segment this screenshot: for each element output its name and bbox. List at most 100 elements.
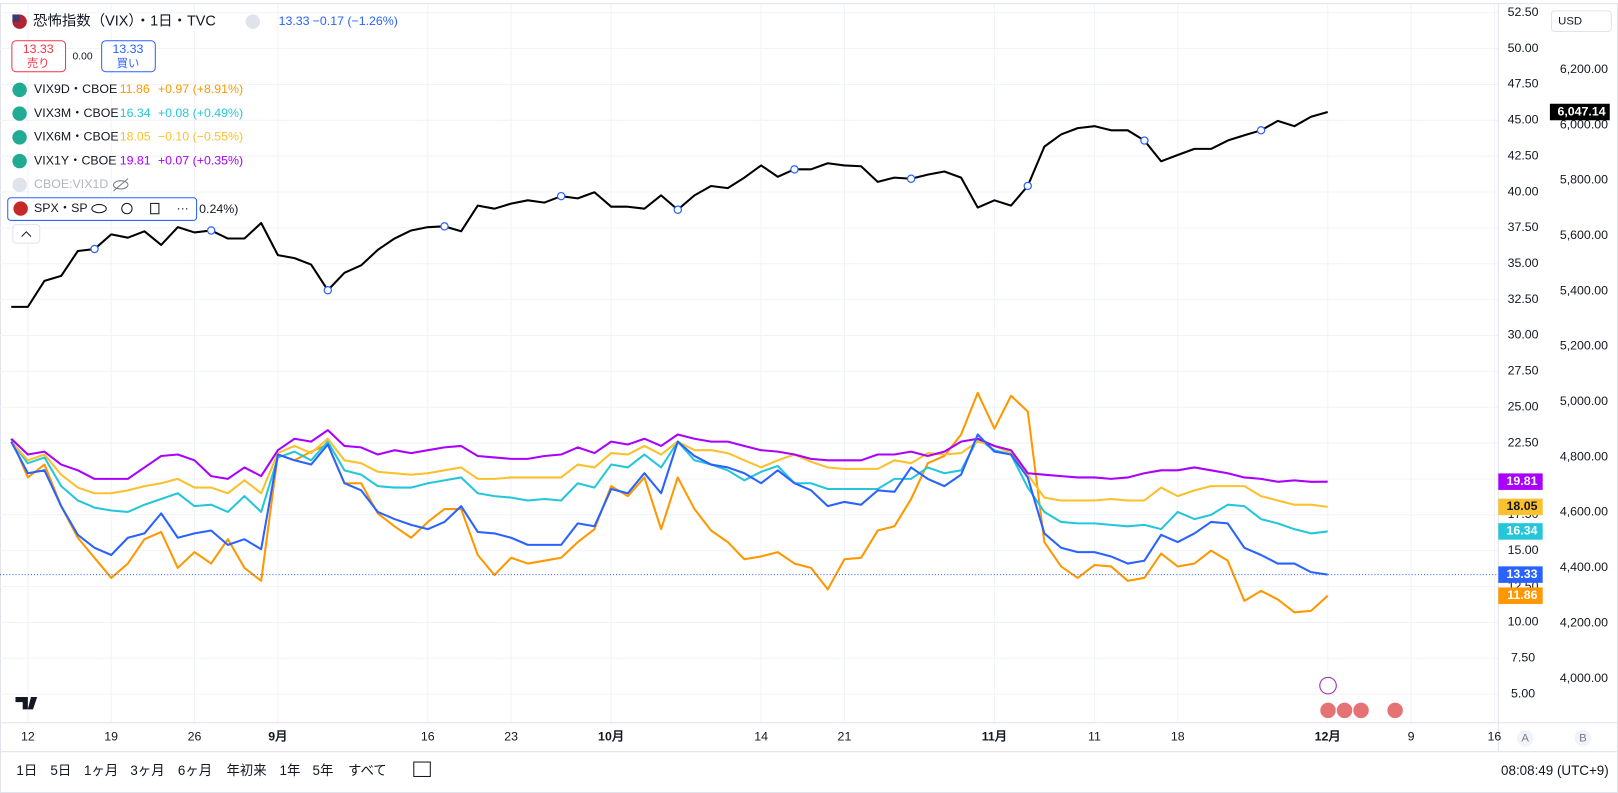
legend-value: 11.86 xyxy=(120,82,150,96)
y-tick-label: 22.50 xyxy=(1508,435,1539,449)
series-marker xyxy=(90,244,99,254)
y-tick-label: 40.00 xyxy=(1508,184,1539,198)
y2-tick-label: 6,000.00 xyxy=(1560,117,1608,131)
currency[interactable]: USD xyxy=(1558,16,1582,28)
scale-button[interactable] xyxy=(1516,730,1534,747)
legend-icon xyxy=(12,153,27,169)
timeframe-button[interactable]: 1ヶ月 xyxy=(84,763,118,778)
x-tick-label: 11月 xyxy=(982,730,1007,744)
scale-button[interactable] xyxy=(1574,730,1592,747)
price-badge-label: 11.86 xyxy=(1507,588,1537,602)
price-change: −0.17 (−1.26%) xyxy=(313,14,398,28)
buy-price[interactable]: 13.33 xyxy=(112,42,143,56)
timeframe-button[interactable]: 1年 xyxy=(280,763,301,778)
series-marker xyxy=(1256,126,1266,135)
logo xyxy=(15,696,38,710)
more-button[interactable]: ··· xyxy=(176,201,188,215)
timeframe-button[interactable]: 5年 xyxy=(313,763,334,778)
legend-icon xyxy=(12,177,27,193)
price-badge-label: 19.81 xyxy=(1507,474,1538,488)
timeframe-button[interactable]: 3ヶ月 xyxy=(130,763,164,778)
y-tick-label: 25.00 xyxy=(1508,399,1539,413)
y2-tick-label: 5,200.00 xyxy=(1560,339,1608,353)
axes: 5.007.5010.0012.5015.0017.5020.0022.5025… xyxy=(21,5,1610,744)
date-range-button[interactable] xyxy=(413,761,431,777)
buy-button[interactable] xyxy=(101,40,156,73)
x-tick-label: 9月 xyxy=(268,730,287,744)
series-marker xyxy=(1023,181,1032,191)
spread: 0.00 xyxy=(73,52,93,63)
y-tick-label: 35.00 xyxy=(1508,256,1539,270)
series-marker xyxy=(206,226,216,235)
y-tick-label: 45.00 xyxy=(1508,113,1539,127)
sell-price[interactable]: 13.33 xyxy=(23,42,54,56)
hidden-icon[interactable] xyxy=(113,178,129,192)
event-icon[interactable] xyxy=(1319,676,1337,695)
grid xyxy=(0,4,1499,723)
legend-change: +0.08 (+0.49%) xyxy=(158,106,243,120)
settings-button[interactable] xyxy=(121,202,133,215)
visibility-button[interactable] xyxy=(91,203,107,214)
scale-button-label[interactable]: A xyxy=(1521,732,1529,744)
clock: 08:08:49 (UTC+9) xyxy=(1501,763,1609,778)
legend-icon xyxy=(13,201,28,216)
price-badge xyxy=(1498,473,1543,490)
event-icon[interactable] xyxy=(1335,701,1354,720)
x-tick-label: 16 xyxy=(421,730,435,744)
last-price: 13.33 xyxy=(279,14,310,28)
timeframe-button[interactable]: 1日 xyxy=(16,763,37,778)
flag-icon xyxy=(12,14,20,22)
legend-icon xyxy=(12,82,27,98)
price-badge xyxy=(1498,523,1543,540)
x-tick-label: 23 xyxy=(504,730,518,744)
legend-change: 0.24%) xyxy=(199,202,238,216)
series-marker xyxy=(790,165,799,174)
price-badge xyxy=(1498,587,1543,604)
series-marker xyxy=(323,286,333,295)
legend-value: 19.81 xyxy=(120,153,151,167)
hidden-icon[interactable] xyxy=(112,180,129,190)
y2-tick-label: 4,800.00 xyxy=(1560,449,1608,463)
y-tick-label: 32.50 xyxy=(1508,292,1539,306)
y-tick-label: 15.00 xyxy=(1508,543,1539,557)
x-tick-label: 16 xyxy=(1487,730,1501,744)
timeframe-button[interactable]: 6ヶ月 xyxy=(178,763,212,778)
collapse-button[interactable] xyxy=(12,224,41,244)
sell-label[interactable]: 売り xyxy=(27,57,50,70)
symbol-title: 恐怖指数（VIX）・1日・TVC xyxy=(33,12,216,29)
series-marker xyxy=(556,191,566,201)
status-icon xyxy=(245,14,261,29)
event-icon[interactable] xyxy=(1319,701,1337,720)
legend-toolbar[interactable] xyxy=(7,197,198,221)
legend-value: 16.34 xyxy=(120,106,151,120)
timeframe-button[interactable]: すべて xyxy=(348,763,387,778)
y2-tick-label: 4,600.00 xyxy=(1560,505,1608,519)
price-badge xyxy=(1498,566,1543,583)
y2-tick-label: 5,000.00 xyxy=(1560,394,1608,408)
delete-button[interactable] xyxy=(150,202,160,215)
toolbar: 1日 5日 1ヶ月 3ヶ月 6ヶ月 年初来 1年 5年 すべて xyxy=(16,763,386,778)
currency-select[interactable] xyxy=(1550,10,1612,33)
x-tick-label: 14 xyxy=(754,730,768,744)
legend-name: VIX3M・CBOE xyxy=(34,106,119,120)
y-tick-label: 50.00 xyxy=(1508,41,1539,55)
collapse-icon[interactable] xyxy=(21,231,32,237)
y2-tick-label: 4,200.00 xyxy=(1560,615,1608,629)
y-tick-label: 47.50 xyxy=(1508,77,1539,91)
series-line xyxy=(10,437,1328,535)
timeframe-button[interactable]: 5日 xyxy=(50,763,71,778)
y-tick-label: 42.50 xyxy=(1508,148,1539,162)
buy-label[interactable]: 買い xyxy=(117,57,140,70)
y-tick-label: 5.00 xyxy=(1511,686,1535,700)
series-marker xyxy=(673,205,683,214)
timeframe-button[interactable]: 年初来 xyxy=(227,763,267,778)
event-icon[interactable] xyxy=(1386,701,1404,720)
event-icon[interactable] xyxy=(1352,701,1370,720)
legend-value: 18.05 xyxy=(120,130,151,144)
sell-button[interactable] xyxy=(11,40,67,73)
scale-button-label[interactable]: B xyxy=(1579,732,1587,744)
legend-change: +0.97 (+8.91%) xyxy=(158,82,243,96)
price-badge-label: 6,047.14 xyxy=(1557,104,1605,118)
legend-hidden: CBOE:VIX1D xyxy=(34,177,108,191)
header: 恐怖指数（VIX）・1日・TVC 13.33 −0.17 (−1.26%) 13… xyxy=(11,12,398,73)
